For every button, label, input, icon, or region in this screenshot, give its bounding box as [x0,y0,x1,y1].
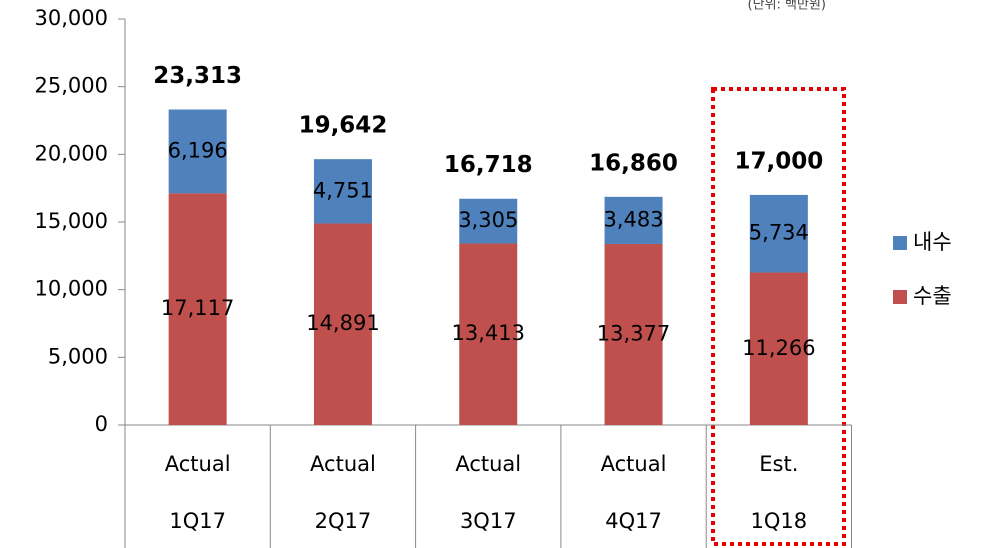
bar-segment [749,272,808,425]
x-tick-label: 4Q17 [605,509,662,533]
total-label: 16,860 [589,150,678,176]
legend-swatch [893,290,907,304]
y-tick-label: 0 [95,412,108,436]
bar-segment [749,194,808,273]
bar-segment [313,159,372,224]
x-tick-label: 1Q18 [751,509,808,533]
total-label: 23,313 [153,63,242,89]
total-label: 19,642 [299,113,388,139]
value-label: 3,483 [603,207,663,231]
x-group-label: Actual [455,452,521,476]
x-group-label: Actual [601,452,667,476]
bar-segment [604,196,663,244]
y-tick-label: 15,000 [35,209,108,233]
unit-note: (단위: 백만원) [748,0,826,13]
y-tick-label: 10,000 [35,277,108,301]
x-tick-label: 2Q17 [315,509,372,533]
y-tick-label: 30,000 [35,6,108,30]
bar-segment [604,243,663,425]
x-group-label: Actual [165,452,231,476]
legend-label: 수출 [913,284,952,308]
y-tick-label: 5,000 [48,344,108,368]
bar-segment [459,243,518,425]
x-group-label: Actual [310,452,376,476]
bar-segment [459,198,518,244]
total-label: 17,000 [734,148,823,174]
value-label: 13,377 [597,321,670,345]
y-tick-label: 20,000 [35,141,108,165]
value-label: 3,305 [458,208,518,232]
value-label: 5,734 [749,221,809,245]
value-label: 17,117 [161,296,234,320]
y-tick-label: 25,000 [35,74,108,98]
legend-swatch [893,236,907,250]
value-label: 14,891 [306,311,379,335]
value-label: 4,751 [313,178,373,202]
estimate-highlight [711,87,846,546]
total-label: 16,718 [444,152,533,178]
bar-segment [313,223,372,425]
bar-segment [168,109,227,194]
value-label: 13,413 [452,321,525,345]
value-label: 11,266 [742,336,815,360]
bar-segment [168,193,227,425]
legend-label: 내수 [913,230,952,254]
value-label: 6,196 [168,138,228,162]
x-group-label: Est. [759,452,798,476]
x-tick-label: 3Q17 [460,509,517,533]
x-tick-label: 1Q17 [169,509,226,533]
